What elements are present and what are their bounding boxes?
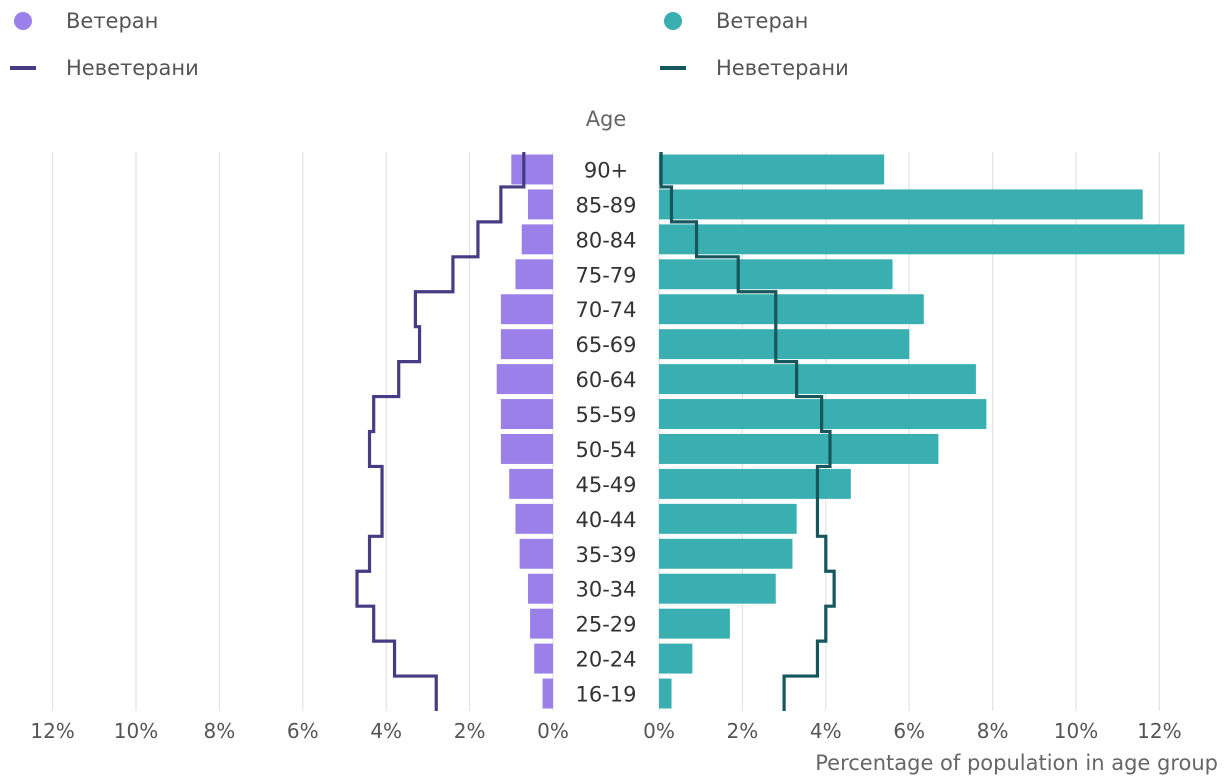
bars-left (496, 154, 553, 709)
legend-line-icon (10, 66, 36, 70)
legend-label: Неветерани (66, 56, 199, 80)
x-tick-label-left: 0% (537, 719, 569, 743)
age-label: 30-34 (575, 578, 636, 602)
legend-dot-icon (664, 12, 682, 30)
legend-item-veteran-left[interactable]: Ветеран (10, 6, 158, 36)
x-tick-label-right: 12% (1137, 719, 1181, 743)
age-label: 90+ (584, 158, 628, 182)
bar-left-veteran (542, 678, 553, 709)
bar-left-veteran (519, 538, 553, 569)
legend-label: Ветеран (66, 9, 159, 33)
age-labels: 90+ 85-89 80-84 75-79 70-74 65-69 60-64 55-59 50… (575, 158, 636, 706)
legend-line-icon (660, 66, 686, 70)
age-label: 65-69 (575, 333, 636, 357)
x-axis-title: Percentage of population in age group (815, 751, 1218, 775)
age-label: 45-49 (575, 473, 636, 497)
bar-left-veteran (500, 399, 553, 429)
bars-right (659, 154, 1185, 709)
legend-label: Ветеран (716, 9, 809, 33)
bar-right-veteran (659, 259, 893, 290)
legend-item-nonveteran-right[interactable]: Неветерани (660, 53, 849, 83)
bar-left-veteran (496, 364, 553, 395)
step-line-left-nonveteran (355, 152, 526, 711)
bar-left-veteran (534, 643, 553, 674)
x-tick-label-left: 10% (114, 719, 158, 743)
legend-item-veteran-right[interactable]: Ветеран (660, 6, 808, 36)
age-label: 35-39 (575, 543, 636, 567)
bar-right-veteran (659, 678, 672, 709)
bar-right-veteran (659, 503, 797, 534)
bar-left-veteran (527, 189, 553, 220)
x-tick-label-left: 2% (454, 719, 486, 743)
age-label: 25-29 (575, 613, 636, 637)
age-label: 50-54 (575, 438, 636, 462)
bar-left-veteran (527, 573, 553, 604)
x-tick-label-right: 0% (643, 719, 675, 743)
bar-left-veteran (515, 503, 553, 534)
age-label: 60-64 (575, 368, 636, 392)
x-tick-label-right: 8% (977, 719, 1009, 743)
age-label: 70-74 (575, 298, 636, 322)
legend-label: Неветерани (716, 56, 849, 80)
age-label: 85-89 (575, 193, 636, 217)
bar-right-veteran (659, 608, 730, 639)
bar-right-veteran (659, 643, 693, 674)
bar-left-veteran (521, 224, 553, 255)
x-tick-label-left: 8% (204, 719, 236, 743)
bar-right-veteran (659, 538, 793, 569)
age-label: 20-24 (575, 648, 636, 672)
x-tick-label-left: 4% (370, 719, 402, 743)
bar-right-veteran (659, 573, 776, 604)
bar-right-veteran (659, 189, 1143, 220)
legend-left: Ветеран Неветерани (0, 0, 320, 90)
bar-left-veteran (500, 294, 553, 325)
bar-right-veteran (659, 154, 885, 185)
bar-right-veteran (659, 434, 939, 464)
bar-left-veteran (500, 434, 553, 464)
x-tick-label-right: 10% (1054, 719, 1098, 743)
legend-dot-icon (14, 12, 32, 30)
age-label: 55-59 (575, 403, 636, 427)
step-lines (355, 152, 836, 711)
age-label: 16-19 (575, 683, 636, 707)
bar-left-veteran (509, 468, 553, 499)
legend-item-nonveteran-left[interactable]: Неветерани (10, 53, 199, 83)
x-tick-label-left: 6% (287, 719, 319, 743)
x-tick-label-right: 6% (893, 719, 925, 743)
bar-right-veteran (659, 294, 924, 325)
age-label: 75-79 (575, 263, 636, 287)
bar-right-veteran (659, 224, 1185, 255)
bar-right-veteran (659, 364, 976, 395)
bar-left-veteran (515, 259, 553, 290)
y-axis-title: Age (586, 107, 627, 131)
age-label: 40-44 (575, 508, 636, 532)
bar-left-veteran (500, 329, 553, 360)
bar-left-veteran (530, 608, 553, 639)
x-tick-label-right: 4% (810, 719, 842, 743)
x-tick-labels: 0% 0% 2% 2% 4% 4% 6% 6% 8% 8% 10% 10% 12% 12% (30, 719, 1181, 743)
step-line-right-nonveteran (659, 152, 836, 711)
bar-right-veteran (659, 468, 851, 499)
bar-left-veteran (511, 154, 553, 185)
bar-right-veteran (659, 329, 910, 360)
legend-right: Ветеран Неветерани (650, 0, 970, 90)
x-tick-label-right: 2% (727, 719, 759, 743)
age-label: 80-84 (575, 228, 636, 252)
x-tick-label-left: 12% (30, 719, 74, 743)
